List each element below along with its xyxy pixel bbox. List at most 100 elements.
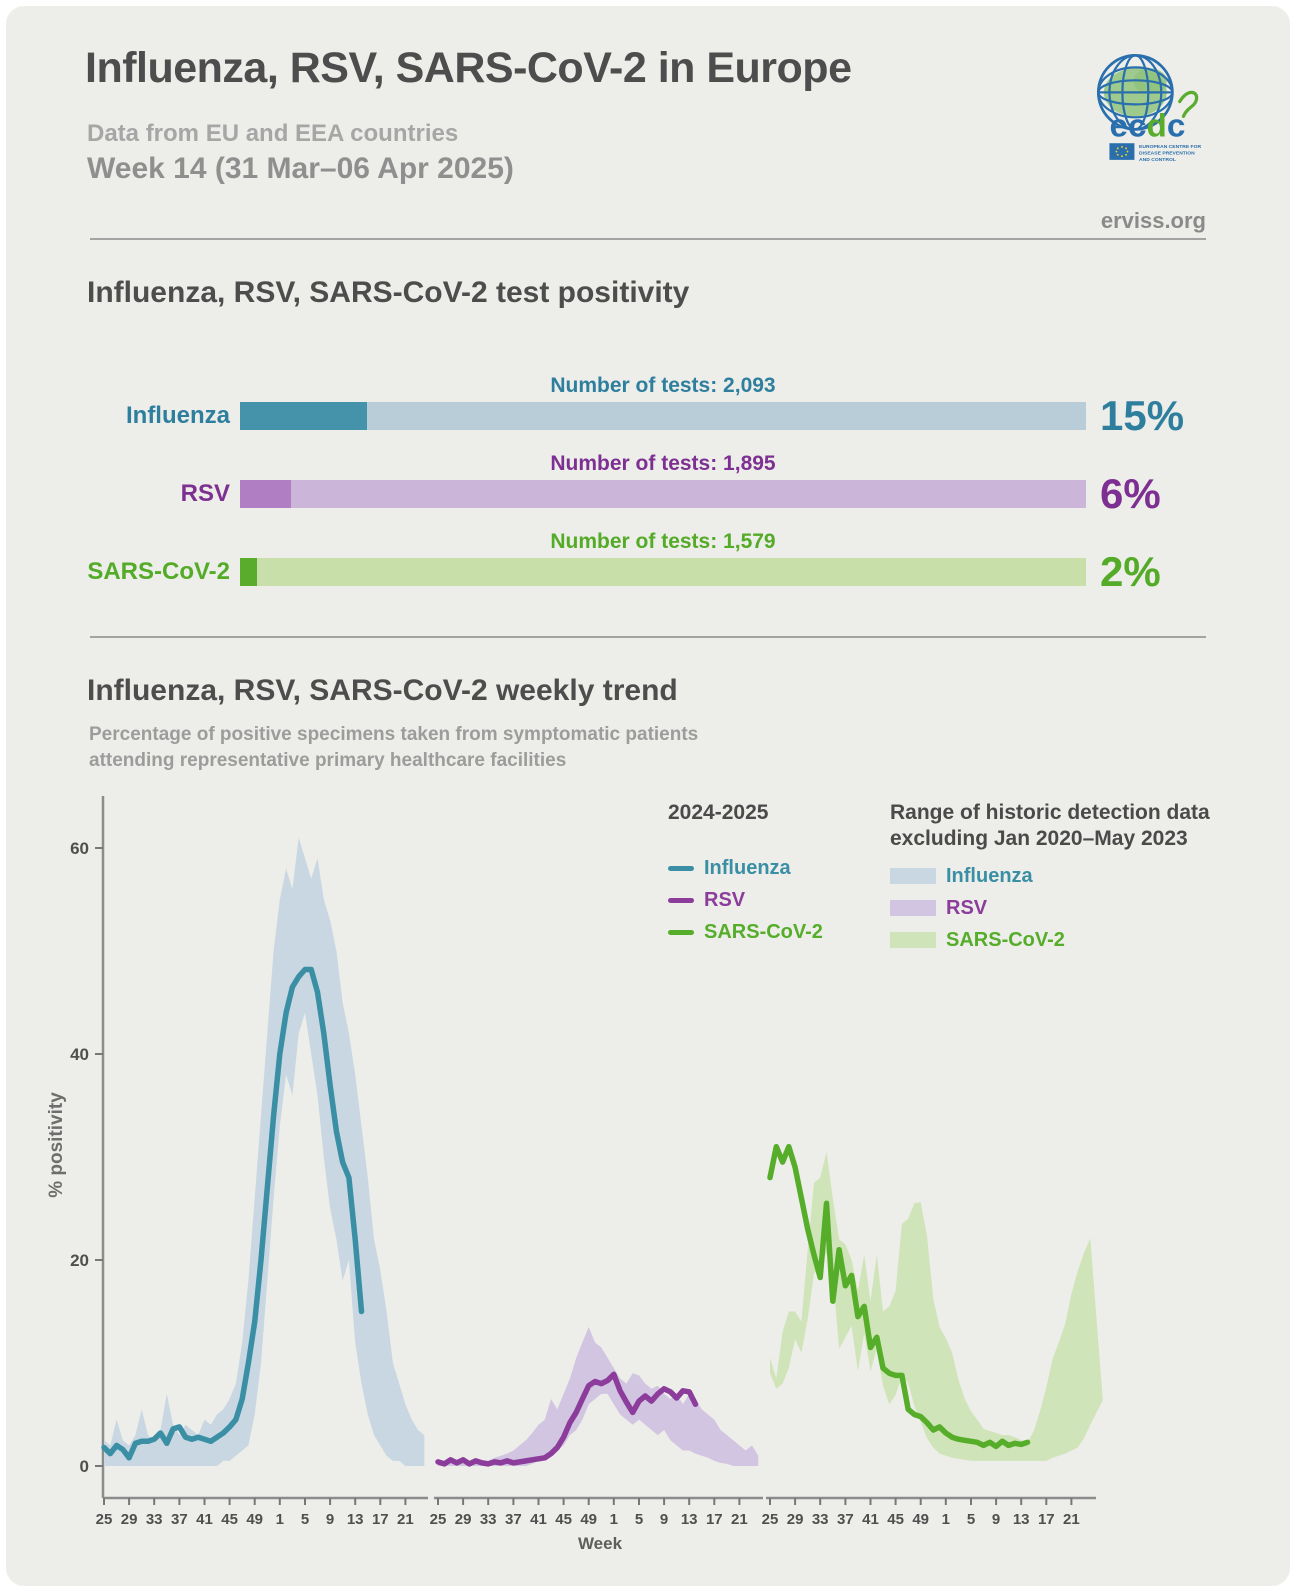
influenza-line [101,966,365,1461]
week-tick-label: 45 [555,1511,572,1528]
page-subtitle: Data from EU and EEA countries [87,120,459,147]
week-tick-label: 5 [967,1511,975,1528]
bar-label: RSV [180,480,230,507]
rsv-bar-fill [240,480,291,508]
legend-item-influenza-range: Influenza [890,860,1210,892]
week-tick-label: 45 [887,1511,904,1528]
legend-label: Influenza [704,856,791,879]
week-tick-label: 21 [1063,1511,1080,1528]
sars-cov-2-line-swatch [668,929,694,935]
week-tick-label: 9 [992,1511,1000,1528]
positivity-row-influenza: Number of tests: 2,093 Influenza 15% [85,374,1230,452]
sars-cov-2-percent: 2% [1100,548,1161,595]
week-tick-label: 49 [246,1511,263,1528]
legend-current: 2024-2025 Influenza RSV SARS-CoV-2 [668,800,823,948]
week-tick-label: 25 [96,1511,113,1528]
logo-org-line2: DISEASE PREVENTION [1139,150,1195,156]
globe-icon [1096,53,1174,131]
divider-middle [90,636,1206,638]
sars_cov_2-line [767,1143,1031,1450]
week-tick-label: 25 [430,1511,447,1528]
legend-historic-title-line1: Range of historic detection data [890,801,1210,824]
y-tick-label: 20 [70,1251,89,1270]
legend-label: SARS-CoV-2 [946,928,1065,951]
positivity-row-sars-cov-2: Number of tests: 1,579 SARS-CoV-2 2% [85,530,1230,608]
week-tick-label: 41 [196,1511,213,1528]
bar-label: Influenza [125,402,230,429]
leaf-icon [1178,90,1199,119]
positivity-bars: Number of tests: 2,093 Influenza 15% Num… [85,374,1230,608]
influenza-historic-band [104,837,425,1466]
week-tick-label: 5 [301,1511,309,1528]
trend-subtitle-line2: attending representative primary healthc… [89,750,567,771]
week-tick-label: 29 [121,1511,138,1528]
sars-cov-2-bar [240,558,1086,586]
sars_cov_2-historic-band [770,1151,1103,1461]
legend-item-influenza: Influenza [668,852,823,884]
eu-flag-icon [1109,143,1135,160]
logo-wordmark: ecdc [1109,108,1185,145]
week-tick-label: 1 [276,1511,284,1528]
week-tick-label: 21 [731,1511,748,1528]
week-tick-label: 33 [812,1511,829,1528]
week-tick-label: 1 [610,1511,618,1528]
legend-historic: Range of historic detection data excludi… [890,800,1210,956]
week-tick-label: 29 [787,1511,804,1528]
week-tick-label: 37 [505,1511,522,1528]
week-tick-label: 25 [762,1511,779,1528]
week-tick-label: 37 [837,1511,854,1528]
week-tick-label: 13 [1013,1511,1030,1528]
bar-label: SARS-CoV-2 [87,558,230,585]
legend-item-sars-cov-2-range: SARS-CoV-2 [890,924,1210,956]
positivity-heading: Influenza, RSV, SARS-CoV-2 test positivi… [87,276,690,309]
influenza-band-swatch [890,868,936,884]
legend-historic-title-line2: excluding Jan 2020–May 2023 [890,827,1188,850]
rsv-percent: 6% [1100,470,1161,517]
influenza-bar-fill [240,402,367,430]
rsv-band-swatch [890,900,936,916]
tests-count-label: Number of tests: 1,895 [550,452,776,475]
influenza-bar [240,402,1086,430]
legend-current-title: 2024-2025 [668,801,769,824]
y-tick-label: 40 [70,1045,89,1064]
week-tick-label: 9 [326,1511,334,1528]
logo-org-line1: EUROPEAN CENTRE FOR [1139,144,1201,150]
week-tick-label: 49 [580,1511,597,1528]
influenza-percent: 15% [1100,392,1185,439]
week-tick-label: 37 [171,1511,188,1528]
erviss-link[interactable]: erviss.org [1100,208,1206,233]
y-tick-label: 60 [70,839,89,858]
logo-org-line3: AND CONTROL [1139,157,1176,163]
report-week: Week 14 (31 Mar–06 Apr 2025) [87,152,514,185]
legend-item-rsv: RSV [668,884,823,916]
influenza-line-swatch [668,865,694,871]
week-tick-label: 17 [1038,1511,1055,1528]
infographic-canvas: Influenza, RSV, SARS-CoV-2 in Europe Dat… [6,6,1290,1586]
x-axis-label: Week [577,1534,623,1553]
rsv-bar [240,480,1086,508]
rsv-historic-band [438,1327,759,1466]
rsv-line [435,1371,699,1467]
y-tick-label: 0 [80,1457,89,1476]
week-tick-label: 17 [372,1511,389,1528]
week-tick-label: 41 [862,1511,879,1528]
week-tick-label: 33 [146,1511,163,1528]
legend-label: RSV [704,888,746,911]
rsv-line-swatch [668,897,694,903]
week-tick-label: 9 [660,1511,668,1528]
legend-label: RSV [946,896,988,919]
trend-subtitle-line1: Percentage of positive specimens taken f… [89,724,699,745]
week-tick-label: 49 [912,1511,929,1528]
tests-count-label: Number of tests: 2,093 [550,374,776,397]
week-tick-label: 45 [221,1511,238,1528]
page-title: Influenza, RSV, SARS-CoV-2 in Europe [85,44,852,92]
tests-count-label: Number of tests: 1,579 [550,530,776,553]
trend-subtitle: Percentage of positive specimens taken f… [89,722,698,774]
week-tick-label: 1 [942,1511,950,1528]
sars-cov-2-band-swatch [890,932,936,948]
week-tick-label: 5 [635,1511,643,1528]
ecdc-logo: ecdc EUROPEAN CENTRE FOR DISEASE PREVENT… [1096,53,1201,163]
week-tick-label: 29 [455,1511,472,1528]
